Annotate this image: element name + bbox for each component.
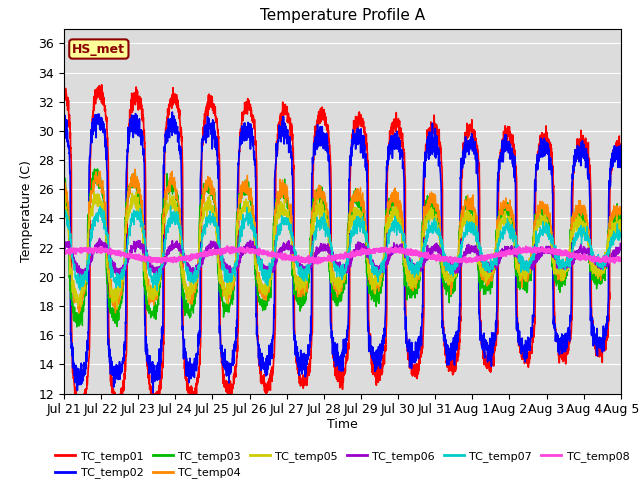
TC_temp05 <box>449 276 456 282</box>
TC_temp02 <box>149 390 157 396</box>
TC_temp05 <box>60 198 68 204</box>
Line: TC_temp02: TC_temp02 <box>64 107 621 393</box>
TC_temp01 <box>237 130 244 135</box>
TC_temp07 <box>449 267 456 273</box>
TC_temp01 <box>449 372 456 378</box>
TC_temp05 <box>479 265 486 271</box>
TC_temp02 <box>237 130 244 135</box>
TC_temp02 <box>479 344 486 350</box>
TC_temp07 <box>60 210 68 216</box>
TC_temp07 <box>154 288 161 293</box>
TC_temp07 <box>413 270 421 276</box>
TC_temp06 <box>413 261 421 267</box>
TC_temp06 <box>617 245 625 251</box>
TC_temp07 <box>479 256 486 262</box>
Line: TC_temp05: TC_temp05 <box>64 192 621 308</box>
TC_temp05 <box>520 274 527 279</box>
TC_temp04 <box>520 268 527 274</box>
TC_temp03 <box>73 324 81 330</box>
TC_temp06 <box>479 257 486 263</box>
TC_temp06 <box>520 265 527 271</box>
Line: TC_temp07: TC_temp07 <box>64 206 621 290</box>
TC_temp06 <box>116 275 124 280</box>
TC_temp08 <box>223 243 231 249</box>
TC_temp04 <box>237 184 245 190</box>
TC_temp03 <box>449 290 457 296</box>
TC_temp02 <box>60 104 68 110</box>
TC_temp06 <box>237 250 245 256</box>
TC_temp04 <box>60 181 68 187</box>
Line: TC_temp08: TC_temp08 <box>64 246 621 264</box>
TC_temp08 <box>479 255 486 261</box>
X-axis label: Time: Time <box>327 418 358 431</box>
Line: TC_temp03: TC_temp03 <box>64 169 621 327</box>
TC_temp02 <box>449 345 456 350</box>
TC_temp05 <box>132 189 140 195</box>
TC_temp03 <box>617 223 625 229</box>
TC_temp07 <box>167 203 175 209</box>
TC_temp05 <box>617 223 625 228</box>
TC_temp08 <box>60 251 68 256</box>
TC_temp01 <box>520 353 527 359</box>
TC_temp05 <box>113 305 120 311</box>
TC_temp08 <box>413 251 421 256</box>
TC_temp04 <box>449 275 457 281</box>
TC_temp08 <box>617 256 625 262</box>
TC_temp02 <box>520 354 527 360</box>
TC_temp05 <box>237 211 245 217</box>
TC_temp01 <box>76 410 83 416</box>
Line: TC_temp01: TC_temp01 <box>64 82 621 413</box>
TC_temp02 <box>617 153 625 159</box>
Title: Temperature Profile A: Temperature Profile A <box>260 9 425 24</box>
TC_temp01 <box>60 79 68 84</box>
TC_temp01 <box>413 365 420 371</box>
TC_temp08 <box>237 248 244 253</box>
TC_temp01 <box>617 145 625 151</box>
TC_temp03 <box>237 184 245 190</box>
TC_temp06 <box>449 265 457 271</box>
TC_temp08 <box>520 246 527 252</box>
TC_temp03 <box>93 166 101 172</box>
TC_temp05 <box>449 276 457 282</box>
TC_temp03 <box>60 178 68 183</box>
TC_temp03 <box>479 280 486 286</box>
TC_temp04 <box>413 269 421 275</box>
TC_temp06 <box>60 241 68 247</box>
TC_temp03 <box>520 278 527 284</box>
TC_temp08 <box>449 258 456 264</box>
TC_temp04 <box>131 166 139 172</box>
Text: HS_met: HS_met <box>72 43 125 56</box>
Line: TC_temp06: TC_temp06 <box>64 239 621 277</box>
TC_temp02 <box>413 345 420 351</box>
TC_temp07 <box>449 273 457 279</box>
TC_temp03 <box>449 285 456 290</box>
TC_temp03 <box>413 284 421 289</box>
TC_temp04 <box>449 277 456 283</box>
Legend: TC_temp01, TC_temp02, TC_temp03, TC_temp04, TC_temp05, TC_temp06, TC_temp07, TC_: TC_temp01, TC_temp02, TC_temp03, TC_temp… <box>51 446 634 480</box>
TC_temp02 <box>449 356 456 362</box>
TC_temp06 <box>449 264 456 270</box>
TC_temp01 <box>449 371 456 376</box>
Line: TC_temp04: TC_temp04 <box>64 169 621 313</box>
TC_temp07 <box>520 263 527 269</box>
TC_temp04 <box>479 261 486 266</box>
TC_temp07 <box>237 223 245 229</box>
TC_temp04 <box>76 310 83 316</box>
TC_temp05 <box>413 268 421 274</box>
TC_temp04 <box>617 208 625 214</box>
Y-axis label: Temperature (C): Temperature (C) <box>20 160 33 262</box>
TC_temp06 <box>96 236 104 241</box>
TC_temp08 <box>314 261 321 266</box>
TC_temp01 <box>479 343 486 348</box>
TC_temp08 <box>449 256 457 262</box>
TC_temp07 <box>617 234 625 240</box>
